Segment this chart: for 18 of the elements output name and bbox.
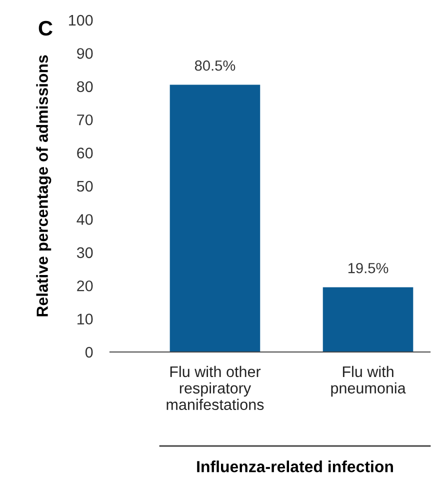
x-tick-label: Flu with pneumonia bbox=[331, 366, 406, 397]
y-tick-label: 100 bbox=[69, 14, 93, 26]
y-tick-label: 50 bbox=[76, 180, 93, 192]
y-tick-label: 60 bbox=[77, 148, 93, 158]
y-tick-label: 30 bbox=[76, 247, 93, 258]
y-tick-label: 0 bbox=[85, 346, 93, 358]
y-tick-label: 70 bbox=[77, 114, 93, 126]
y-tick-label: 20 bbox=[77, 280, 93, 292]
y-tick-label: 80 bbox=[77, 81, 93, 92]
x-tick-label: Flu with other respiratory manifestations bbox=[166, 366, 264, 410]
y-axis-title: Relative percentage of admissions bbox=[36, 55, 52, 316]
y-tick-label: 90 bbox=[77, 48, 93, 59]
data-label: 19.5% bbox=[348, 262, 388, 274]
y-tick-label: 40 bbox=[76, 214, 93, 225]
y-tick-label: 10 bbox=[78, 314, 93, 324]
x-axis-title: Influenza-related infection bbox=[197, 460, 393, 472]
data-label: 80.5% bbox=[194, 60, 236, 71]
text: C bbox=[38, 20, 52, 36]
